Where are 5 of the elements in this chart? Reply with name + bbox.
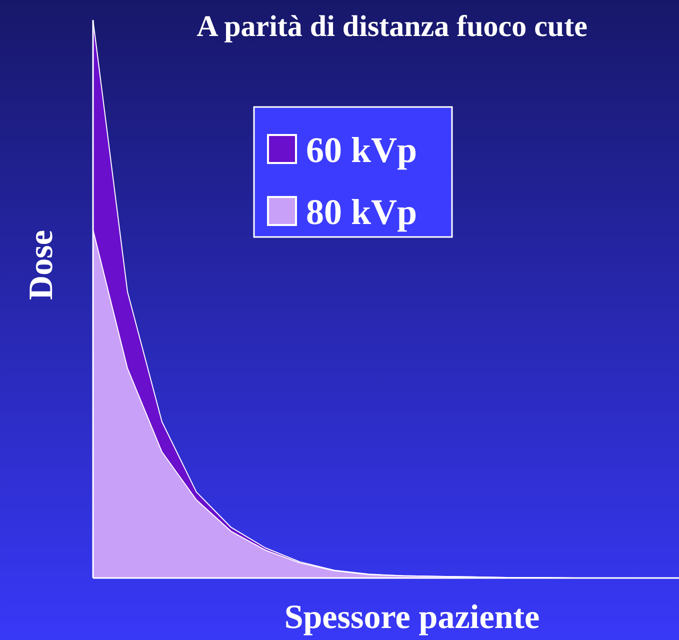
y-axis-title: Dose [23,230,60,300]
x-axis-title: Spessore paziente [284,599,540,636]
legend-label: 80 kVp [306,192,418,232]
chart-title: A parità di distanza fuoco cute [196,10,588,43]
legend-label: 60 kVp [306,130,418,170]
